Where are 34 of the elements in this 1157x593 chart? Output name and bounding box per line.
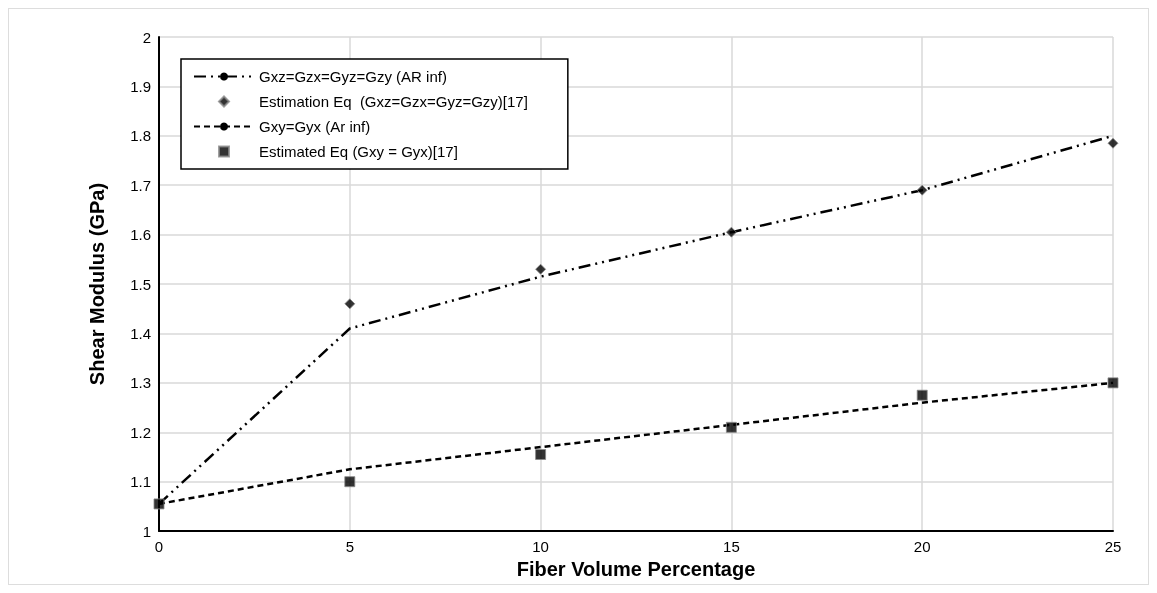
point bbox=[1107, 137, 1119, 149]
y-tick-label: 1.9 bbox=[130, 77, 151, 95]
legend-label: Gxz=Gzx=Gyz=Gzy (AR inf) bbox=[259, 68, 447, 85]
y-tick-label: 1.5 bbox=[130, 275, 151, 293]
y-tick-label: 1.2 bbox=[130, 423, 151, 441]
x-tick-label: 5 bbox=[345, 538, 354, 556]
y-tick-label: 1.6 bbox=[130, 226, 151, 244]
y-tick-label: 1.4 bbox=[130, 324, 151, 342]
x-tick-label: 15 bbox=[723, 538, 740, 556]
y-tick-label: 2 bbox=[142, 28, 151, 46]
x-axis-title: Fiber Volume Percentage bbox=[516, 558, 756, 580]
point bbox=[153, 498, 165, 510]
point bbox=[916, 389, 928, 401]
point bbox=[344, 476, 356, 488]
x-tick-label: 0 bbox=[154, 538, 164, 556]
x-tick-label: 25 bbox=[1104, 538, 1122, 556]
legend-label: Estimation Eq (Gxz=Gzx=Gyz=Gzy)[17] bbox=[259, 93, 528, 110]
legend-label: Estimated Eq (Gxy = Gyx)[17] bbox=[259, 143, 458, 160]
point bbox=[344, 298, 356, 310]
x-tick-label: 10 bbox=[532, 538, 549, 556]
point bbox=[535, 263, 547, 275]
legend-label: Gxy=Gyx (Ar inf) bbox=[259, 118, 371, 135]
point bbox=[535, 449, 547, 461]
point bbox=[1107, 377, 1119, 389]
point bbox=[916, 184, 928, 196]
y-tick-label: 1 bbox=[142, 522, 151, 540]
y-tick-label: 1.8 bbox=[130, 127, 151, 145]
y-tick-label: 1.1 bbox=[130, 473, 151, 491]
x-tick-label: 20 bbox=[913, 538, 931, 556]
point bbox=[725, 226, 737, 238]
y-tick-label: 1.7 bbox=[130, 176, 151, 194]
y-tick-label: 1.3 bbox=[130, 374, 151, 392]
point bbox=[725, 421, 737, 433]
y-axis-title: Shear Modulus (GPa) bbox=[86, 182, 108, 386]
